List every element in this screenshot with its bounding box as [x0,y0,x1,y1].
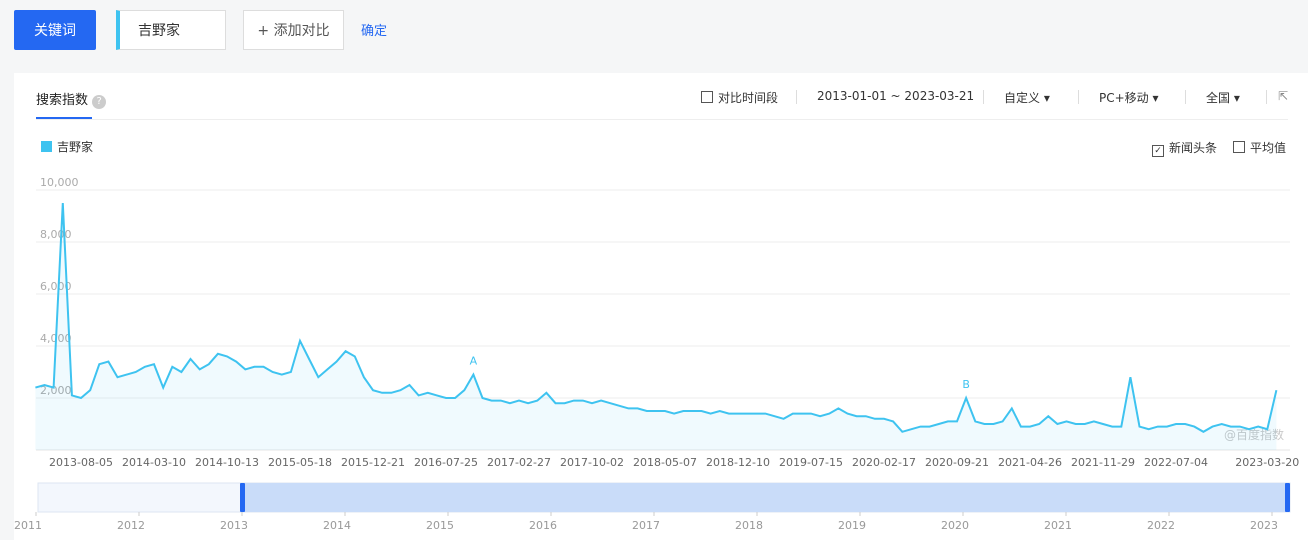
news-toggle[interactable]: ✓ 新闻头条 [1152,139,1217,157]
period-mode[interactable]: 自定义 ▾ [1004,91,1050,105]
device-label: PC+移动 [1099,91,1149,105]
y-tick-label: 8,000 [40,228,72,241]
legend-label: 吉野家 [57,140,94,154]
watermark: @百度指数 [1224,428,1285,442]
navigator-year: 2011 [14,519,42,532]
compare-period[interactable]: 对比时间段 [701,89,778,106]
tab[interactable]: 搜索指数 ? [36,89,107,109]
compare-period-label: 对比时间段 [718,91,779,105]
separator [1078,90,1079,104]
checkbox: ✓ [1152,145,1164,157]
export-icon[interactable]: ⇱ [1278,89,1289,103]
x-tick-label: 2021-11-29 [1071,456,1135,469]
legend[interactable]: 吉野家 [41,138,93,155]
navigator-year: 2020 [941,519,969,532]
navigator-year: 2015 [426,519,454,532]
separator [1266,90,1267,104]
x-tick-label: 2017-10-02 [560,456,624,469]
average-toggle[interactable]: 平均值 [1233,139,1286,156]
navigator-selection [242,483,1288,512]
navigator-year: 2014 [323,519,351,532]
separator [983,90,984,104]
navigator-year: 2012 [117,519,145,532]
x-tick-label: 2020-02-17 [852,456,916,469]
x-tick-label: 2015-05-18 [268,456,332,469]
help-icon[interactable]: ? [92,95,107,109]
x-tick-label: 2016-07-25 [414,456,478,469]
separator [1185,90,1186,104]
confirm[interactable]: 确定 [361,24,388,39]
x-tick-label: 2014-03-10 [122,456,186,469]
annotation: B [962,378,970,391]
x-tick-label: 2019-07-15 [779,456,843,469]
add-compare[interactable]: + 添加对比 [243,10,344,50]
x-tick-label: 2023-03-20 [1235,456,1299,469]
x-tick-label: 2022-07-04 [1144,456,1208,469]
x-tick-label: 2021-04-26 [998,456,1062,469]
x-tick-label: 2018-05-07 [633,456,697,469]
news-label: 新闻头条 [1169,141,1218,155]
average-label: 平均值 [1250,141,1287,155]
divider [36,119,1288,120]
tab-underline [36,117,92,119]
keyword-input[interactable]: 吉野家 [116,10,226,50]
navigator-year: 2022 [1147,519,1175,532]
navigator-year: 2019 [838,519,866,532]
x-tick-label: 2017-02-27 [487,456,551,469]
line [35,202,1278,433]
x-tick-label: 2013-08-05 [49,456,113,469]
navigator-year: 2018 [735,519,763,532]
navigator-year: 2021 [1044,519,1072,532]
annotation: A [470,355,478,368]
region[interactable]: 全国 ▾ [1206,91,1240,105]
navigator-year: 2013 [220,519,248,532]
legend-swatch [41,141,52,152]
tab-label: 搜索指数 [36,93,89,108]
y-tick-label: 2,000 [40,384,72,397]
period-mode-label: 自定义 [1004,91,1041,105]
region-label: 全国 [1206,91,1231,105]
navigator-handle [240,483,245,512]
y-tick-label: 10,000 [40,176,79,189]
navigator-year: 2017 [632,519,660,532]
x-tick-label: 2015-12-21 [341,456,405,469]
x-tick-label: 2014-10-13 [195,456,259,469]
navigator-year: 2023 [1250,519,1278,532]
panel [14,73,1308,540]
y-tick-label: 6,000 [40,280,72,293]
date-range[interactable]: 2013-01-01 ~ 2023-03-21 [817,89,975,103]
checkbox [701,91,713,103]
navigator-handle [1285,483,1290,512]
navigator-year: 2016 [529,519,557,532]
separator [796,90,797,104]
area [35,203,1277,450]
checkbox [1233,141,1245,153]
device[interactable]: PC+移动 ▾ [1099,91,1159,105]
keyword-button[interactable]: 关键词 [14,10,96,50]
x-tick-label: 2020-09-21 [925,456,989,469]
x-tick-label: 2018-12-10 [706,456,770,469]
